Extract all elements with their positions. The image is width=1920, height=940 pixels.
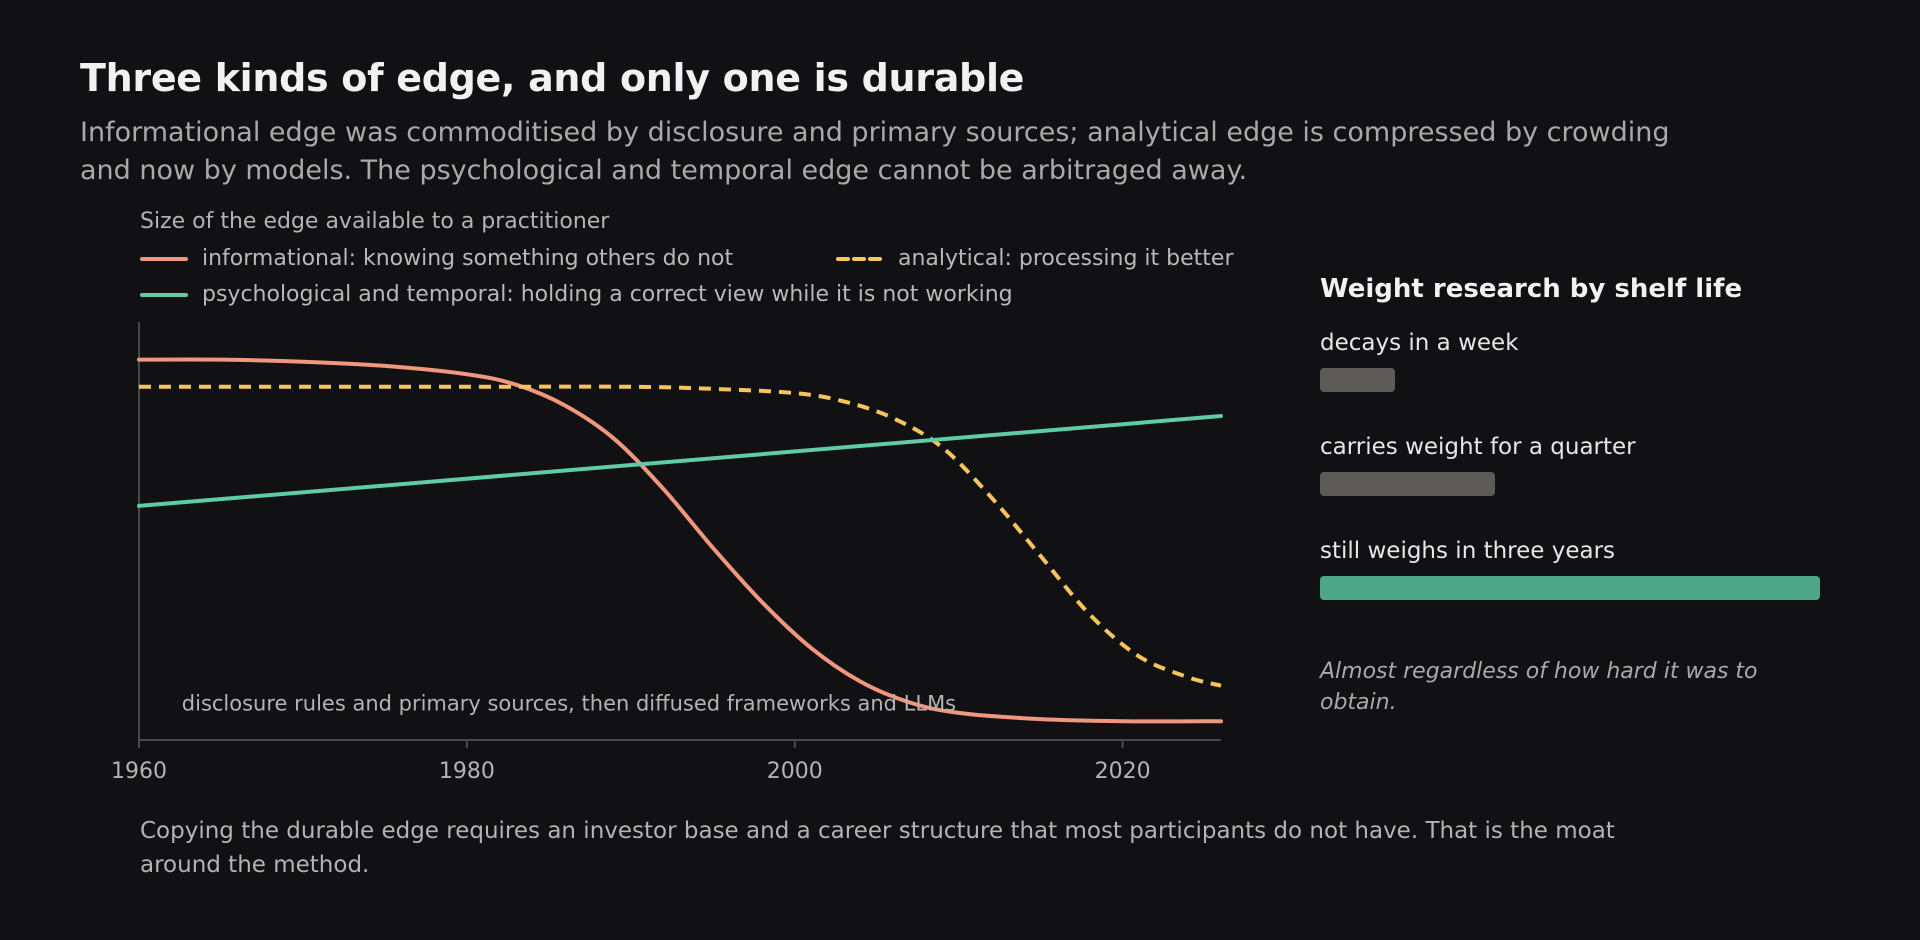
chart-title: Size of the edge available to a practiti… <box>140 209 610 234</box>
legend-label-analytical: analytical: processing it better <box>898 246 1234 271</box>
series-line-psychological <box>137 414 1223 508</box>
shelf-life-note: Almost regardless of how hard it was to … <box>1320 659 1758 715</box>
x-tick-label-1960: 1960 <box>111 759 167 784</box>
series-line-informational <box>137 357 1223 724</box>
chart-annotation: disclosure rules and primary sources, th… <box>182 691 956 715</box>
legend-label-psychological: psychological and temporal: holding a co… <box>202 282 1013 307</box>
shelf-bar-0 <box>1320 368 1395 392</box>
legend-swatch-informational <box>140 256 188 261</box>
page-title: Three kinds of edge, and only one is dur… <box>80 56 1025 100</box>
shelf-life-title: Weight research by shelf life <box>1320 274 1743 304</box>
edge-chart: 1960 1980 2000 2020 disclosure rules and pri… <box>111 322 1223 784</box>
shelf-bar-2 <box>1320 576 1820 600</box>
series-line-analytical <box>139 384 1222 688</box>
page-subtitle: Informational edge was commoditised by d… <box>80 117 1670 186</box>
legend-item-analytical: analytical: processing it better <box>836 246 1234 271</box>
shelf-bar-1 <box>1320 472 1495 496</box>
shelf-label-1: carries weight for a quarter <box>1320 434 1636 460</box>
legend-swatch-analytical <box>836 256 884 261</box>
shelf-label-2: still weighs in three years <box>1320 538 1616 564</box>
footer-note: Copying the durable edge requires an inv… <box>140 818 1615 878</box>
legend-item-psychological: psychological and temporal: holding a co… <box>140 282 1013 307</box>
legend-swatch-psychological <box>140 292 188 297</box>
x-tick-label-2020: 2020 <box>1095 759 1151 784</box>
legend-label-informational: informational: knowing something others … <box>202 246 734 271</box>
shelf-label-0: decays in a week <box>1320 330 1519 356</box>
x-tick-label-1980: 1980 <box>439 759 495 784</box>
legend-item-informational: informational: knowing something others … <box>140 246 733 271</box>
x-tick-label-2000: 2000 <box>767 759 823 784</box>
